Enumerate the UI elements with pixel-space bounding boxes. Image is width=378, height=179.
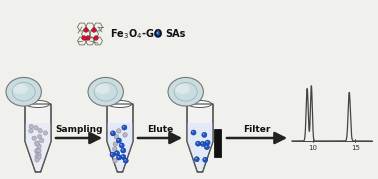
Text: 15: 15: [351, 145, 359, 151]
Circle shape: [113, 147, 117, 151]
Circle shape: [86, 36, 90, 40]
Circle shape: [40, 138, 44, 143]
Circle shape: [123, 133, 127, 137]
Polygon shape: [25, 123, 51, 170]
Polygon shape: [25, 104, 51, 172]
Circle shape: [37, 155, 41, 159]
Circle shape: [35, 148, 39, 153]
Circle shape: [116, 152, 117, 153]
Text: Filter: Filter: [243, 125, 271, 134]
Circle shape: [29, 124, 33, 129]
Ellipse shape: [12, 84, 28, 94]
Ellipse shape: [174, 84, 190, 94]
Circle shape: [122, 156, 123, 157]
Circle shape: [35, 141, 39, 145]
Circle shape: [204, 158, 205, 160]
Circle shape: [37, 144, 41, 149]
Circle shape: [35, 158, 39, 162]
Circle shape: [116, 138, 121, 143]
Circle shape: [82, 36, 86, 40]
Ellipse shape: [94, 84, 110, 94]
Circle shape: [92, 28, 96, 32]
Circle shape: [195, 141, 201, 146]
Polygon shape: [107, 123, 133, 170]
Circle shape: [197, 142, 198, 144]
Circle shape: [118, 156, 119, 158]
Circle shape: [116, 155, 121, 160]
Circle shape: [121, 154, 126, 159]
Circle shape: [122, 149, 123, 151]
Circle shape: [201, 142, 203, 144]
Circle shape: [206, 141, 208, 143]
Circle shape: [205, 140, 210, 145]
Circle shape: [35, 149, 39, 154]
Circle shape: [203, 157, 208, 162]
Circle shape: [115, 151, 119, 156]
Circle shape: [204, 145, 209, 150]
Circle shape: [34, 126, 38, 130]
Circle shape: [38, 129, 42, 133]
Circle shape: [119, 143, 124, 148]
Circle shape: [156, 32, 158, 34]
Circle shape: [123, 126, 124, 127]
Circle shape: [111, 153, 113, 155]
Text: Sampling: Sampling: [55, 125, 103, 134]
Circle shape: [114, 135, 119, 139]
Circle shape: [116, 129, 121, 133]
Text: 10: 10: [308, 145, 318, 151]
Ellipse shape: [6, 78, 41, 106]
Circle shape: [112, 132, 113, 133]
Ellipse shape: [168, 78, 203, 106]
Circle shape: [37, 134, 42, 139]
Circle shape: [120, 144, 122, 145]
Circle shape: [121, 148, 126, 153]
Circle shape: [124, 159, 126, 161]
Circle shape: [110, 131, 115, 136]
Circle shape: [35, 154, 39, 159]
Circle shape: [94, 36, 98, 40]
Circle shape: [122, 125, 127, 130]
Circle shape: [32, 136, 36, 141]
Ellipse shape: [88, 78, 123, 106]
Circle shape: [192, 131, 194, 132]
Polygon shape: [214, 129, 221, 157]
Circle shape: [84, 28, 88, 32]
Circle shape: [110, 152, 115, 157]
Ellipse shape: [26, 100, 50, 108]
Circle shape: [195, 158, 197, 159]
Circle shape: [155, 30, 161, 37]
Circle shape: [191, 130, 196, 135]
Polygon shape: [107, 104, 133, 172]
Ellipse shape: [108, 100, 132, 108]
Circle shape: [113, 158, 117, 163]
Circle shape: [37, 152, 41, 157]
Circle shape: [118, 139, 119, 141]
Circle shape: [123, 158, 128, 163]
Circle shape: [200, 141, 205, 146]
Circle shape: [43, 131, 48, 135]
Circle shape: [202, 132, 207, 137]
Circle shape: [35, 142, 39, 146]
Ellipse shape: [189, 100, 212, 108]
Text: Fe$_3$O$_4$-GO: Fe$_3$O$_4$-GO: [110, 27, 163, 41]
Circle shape: [203, 134, 204, 135]
Text: Elute: Elute: [147, 125, 173, 134]
Circle shape: [194, 157, 199, 162]
Circle shape: [206, 146, 207, 147]
Polygon shape: [187, 123, 213, 170]
Text: SAs: SAs: [165, 29, 185, 39]
Circle shape: [29, 129, 33, 133]
Circle shape: [113, 142, 118, 146]
Circle shape: [37, 148, 41, 153]
Polygon shape: [187, 104, 213, 172]
